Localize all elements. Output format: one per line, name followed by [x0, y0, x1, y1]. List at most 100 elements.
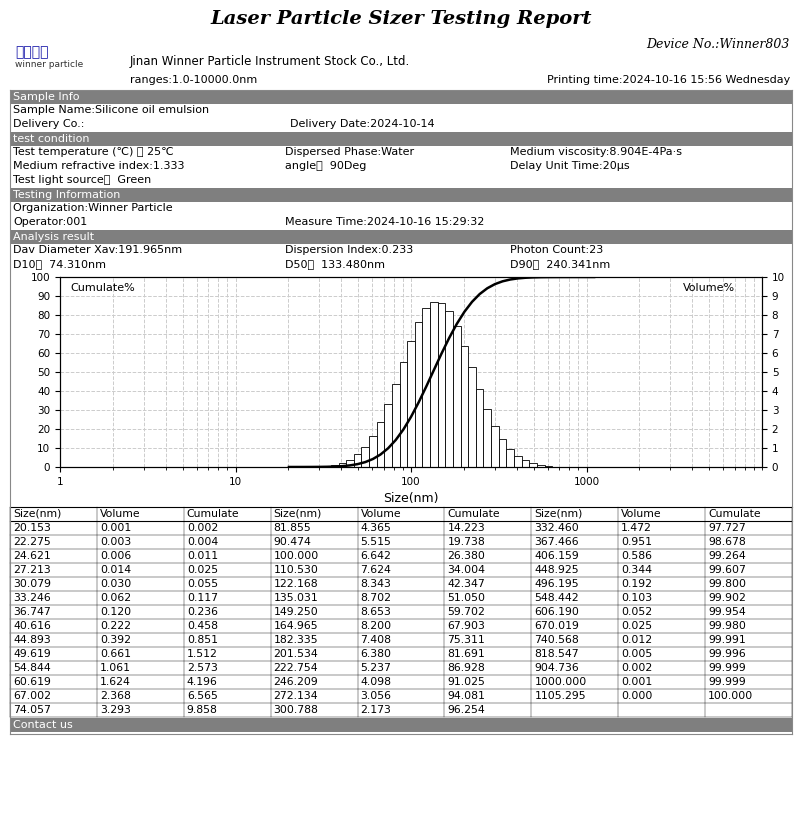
Text: 99.902: 99.902: [708, 593, 746, 603]
Text: 0.851: 0.851: [187, 635, 218, 645]
Text: 20.153: 20.153: [13, 523, 51, 533]
Text: 0.002: 0.002: [187, 523, 218, 533]
Text: Analysis result: Analysis result: [13, 232, 94, 242]
Text: Delivery Date:2024-10-14: Delivery Date:2024-10-14: [290, 119, 435, 129]
Text: 99.991: 99.991: [708, 635, 746, 645]
Text: 40.616: 40.616: [13, 621, 51, 631]
Text: Volume: Volume: [361, 509, 401, 519]
Bar: [354, 454, 362, 467]
Text: 8.200: 8.200: [361, 621, 391, 631]
Bar: [384, 404, 392, 467]
Text: 51.050: 51.050: [448, 593, 485, 603]
Bar: [453, 326, 460, 467]
Text: Size(nm): Size(nm): [13, 509, 62, 519]
Text: Cumulate: Cumulate: [187, 509, 240, 519]
Text: 99.999: 99.999: [708, 663, 746, 673]
Bar: [476, 389, 484, 467]
Text: Delivery Co.:: Delivery Co.:: [13, 119, 84, 129]
Text: 微纳颗粒: 微纳颗粒: [15, 45, 48, 59]
Text: 332.460: 332.460: [534, 523, 579, 533]
Text: 272.134: 272.134: [273, 691, 318, 701]
Text: Organization:Winner Particle: Organization:Winner Particle: [13, 203, 172, 213]
Text: 4.196: 4.196: [187, 677, 217, 687]
Text: 0.055: 0.055: [187, 579, 218, 589]
Text: Test light source：  Green: Test light source： Green: [13, 175, 152, 185]
Text: 0.120: 0.120: [100, 607, 131, 617]
Text: 0.000: 0.000: [622, 691, 653, 701]
Text: 19.738: 19.738: [448, 537, 485, 547]
Text: 3.056: 3.056: [361, 691, 391, 701]
Text: Contact us: Contact us: [13, 720, 73, 730]
Text: 606.190: 606.190: [534, 607, 579, 617]
Text: 81.691: 81.691: [448, 649, 485, 659]
Text: 222.754: 222.754: [273, 663, 318, 673]
Bar: [346, 459, 354, 467]
Text: 164.965: 164.965: [273, 621, 318, 631]
Text: Cumulate: Cumulate: [448, 509, 500, 519]
Text: 100.000: 100.000: [708, 691, 753, 701]
X-axis label: Size(nm): Size(nm): [383, 493, 439, 505]
Text: 100.000: 100.000: [273, 551, 319, 561]
Bar: [377, 422, 384, 467]
Text: 0.003: 0.003: [100, 537, 132, 547]
Bar: [415, 322, 423, 467]
Text: 0.222: 0.222: [100, 621, 131, 631]
Text: 99.980: 99.980: [708, 621, 746, 631]
Text: 5.237: 5.237: [361, 663, 391, 673]
Text: 0.392: 0.392: [100, 635, 131, 645]
Text: 135.031: 135.031: [273, 593, 318, 603]
Text: 6.380: 6.380: [361, 649, 391, 659]
Text: 2.573: 2.573: [187, 663, 217, 673]
Text: 6.565: 6.565: [187, 691, 217, 701]
Text: 670.019: 670.019: [534, 621, 579, 631]
Text: 99.607: 99.607: [708, 565, 746, 575]
Bar: [445, 311, 453, 467]
Text: 7.624: 7.624: [361, 565, 391, 575]
Text: 36.747: 36.747: [13, 607, 51, 617]
Text: 818.547: 818.547: [534, 649, 579, 659]
Text: 0.025: 0.025: [187, 565, 218, 575]
Text: 5.515: 5.515: [361, 537, 391, 547]
Text: 42.347: 42.347: [448, 579, 485, 589]
Text: 74.057: 74.057: [13, 705, 51, 715]
Bar: [423, 309, 430, 467]
Text: 367.466: 367.466: [534, 537, 579, 547]
Text: 99.800: 99.800: [708, 579, 746, 589]
Text: Dispersed Phase:Water: Dispersed Phase:Water: [285, 147, 414, 157]
Bar: [323, 466, 331, 467]
Text: 44.893: 44.893: [13, 635, 51, 645]
Text: D10：  74.310nm: D10： 74.310nm: [13, 259, 106, 269]
Text: 0.236: 0.236: [187, 607, 218, 617]
Text: 4.098: 4.098: [361, 677, 391, 687]
Text: 49.619: 49.619: [13, 649, 51, 659]
Text: 0.117: 0.117: [187, 593, 218, 603]
Text: 740.568: 740.568: [534, 635, 579, 645]
Text: 24.621: 24.621: [13, 551, 51, 561]
Text: Cumulate: Cumulate: [708, 509, 761, 519]
Text: 26.380: 26.380: [448, 551, 485, 561]
Text: 2.173: 2.173: [361, 705, 391, 715]
Text: 0.025: 0.025: [622, 621, 652, 631]
Text: 27.213: 27.213: [13, 565, 51, 575]
Bar: [10, 188, 792, 202]
Text: 1.624: 1.624: [100, 677, 131, 687]
Text: 59.702: 59.702: [448, 607, 485, 617]
Text: 1.472: 1.472: [622, 523, 652, 533]
Bar: [468, 368, 476, 467]
Text: Sample Info: Sample Info: [13, 92, 79, 102]
Text: 1000.000: 1000.000: [534, 677, 586, 687]
Text: 14.223: 14.223: [448, 523, 485, 533]
Text: ranges:1.0-10000.0nm: ranges:1.0-10000.0nm: [130, 75, 257, 85]
Bar: [407, 341, 415, 467]
Text: 97.727: 97.727: [708, 523, 746, 533]
Text: 3.293: 3.293: [100, 705, 131, 715]
Text: 0.011: 0.011: [187, 551, 218, 561]
Text: 8.343: 8.343: [361, 579, 391, 589]
Text: 99.996: 99.996: [708, 649, 746, 659]
Text: 90.474: 90.474: [273, 537, 311, 547]
Text: 448.925: 448.925: [534, 565, 579, 575]
Bar: [331, 465, 338, 467]
Text: 904.736: 904.736: [534, 663, 579, 673]
Text: D90：  240.341nm: D90： 240.341nm: [510, 259, 610, 269]
Text: 7.408: 7.408: [361, 635, 391, 645]
